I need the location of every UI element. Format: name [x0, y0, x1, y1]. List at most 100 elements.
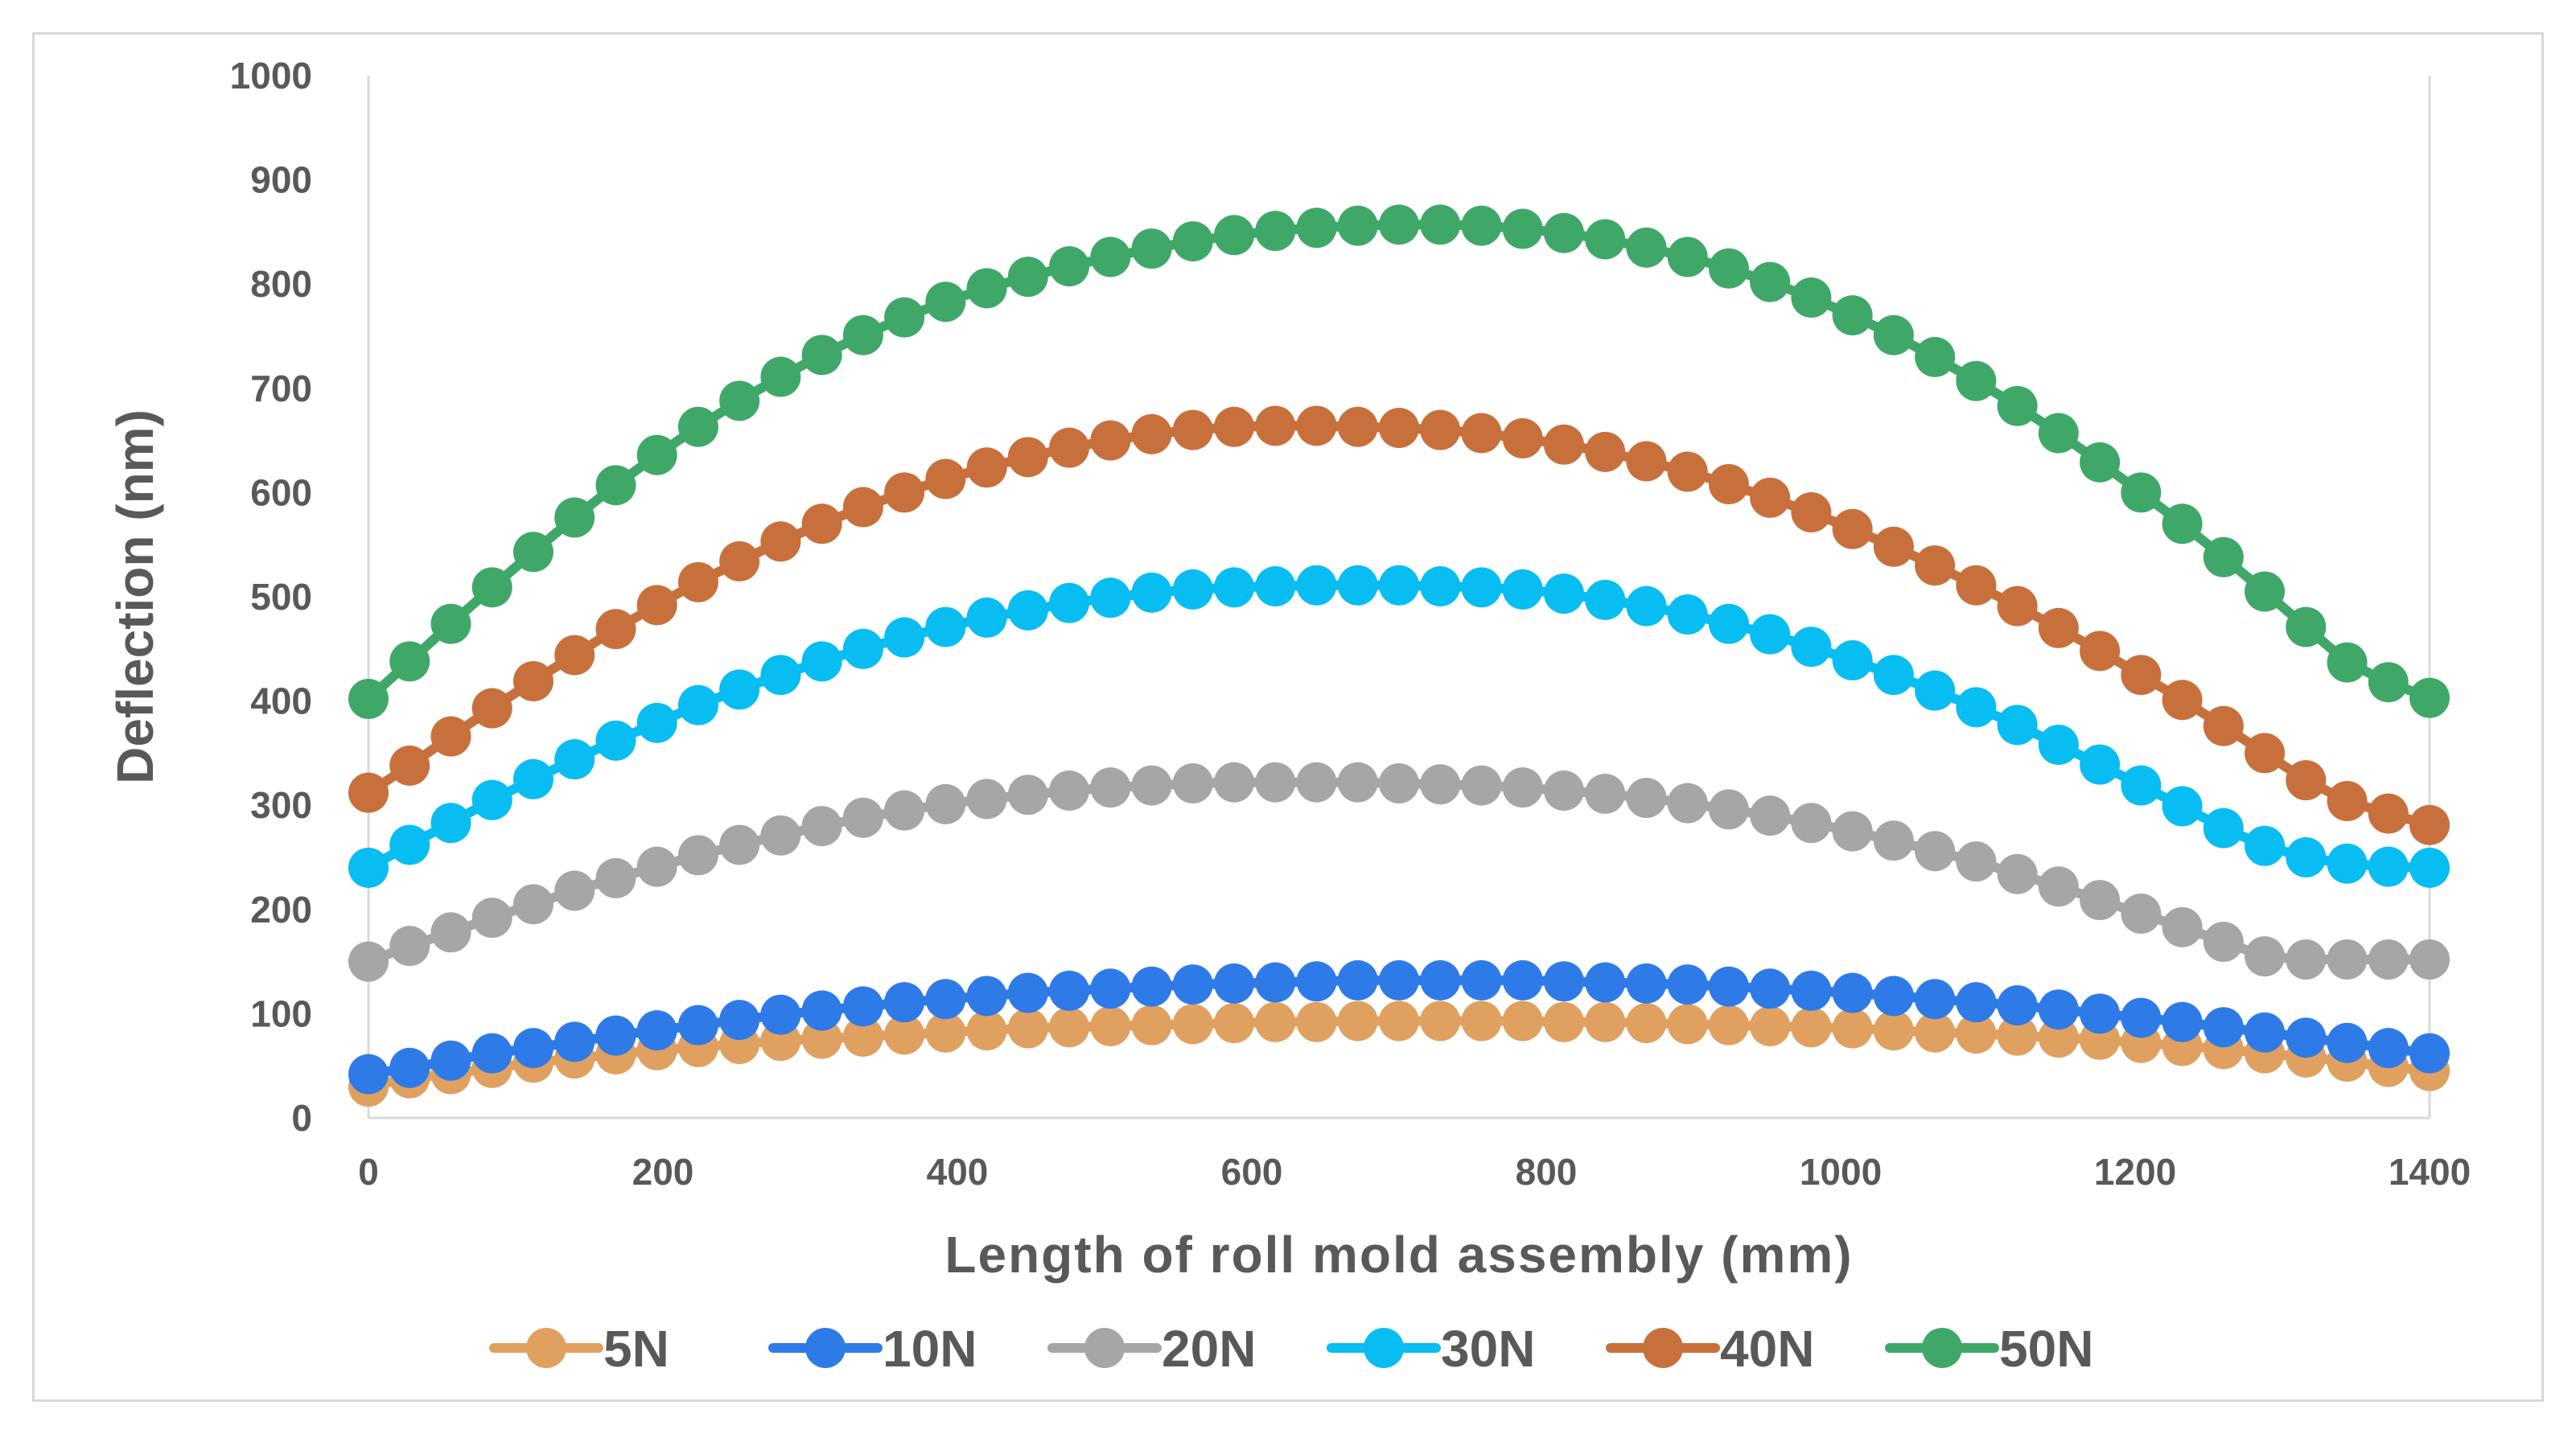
x-tick-label: 400 [927, 1151, 989, 1193]
data-point [554, 1021, 595, 1062]
data-point [389, 641, 430, 682]
data-point [1708, 603, 1749, 644]
legend-marker [1364, 1328, 1404, 1368]
data-point [801, 1018, 842, 1059]
data-point [2162, 1001, 2203, 1042]
data-point [1379, 762, 1419, 803]
data-point [1379, 959, 1419, 1001]
y-tick-label: 800 [250, 263, 312, 305]
data-point [925, 1012, 966, 1053]
data-point [1049, 582, 1090, 623]
data-point [554, 870, 595, 911]
data-point [1873, 1010, 1914, 1051]
x-tick-label: 200 [632, 1151, 694, 1193]
data-point [471, 688, 512, 729]
data-point [2038, 413, 2079, 454]
data-point [636, 585, 677, 626]
data-point [1750, 477, 1791, 518]
data-point [636, 1010, 677, 1051]
data-point [1750, 1005, 1791, 1046]
data-point [1214, 567, 1255, 608]
data-point [1296, 961, 1337, 1002]
data-point [1214, 1003, 1255, 1044]
series-20N [348, 762, 2450, 982]
data-point [842, 487, 883, 528]
data-point [1337, 205, 1378, 246]
data-point [2409, 677, 2450, 718]
data-point [1172, 569, 1213, 610]
data-point [1090, 767, 1131, 808]
data-point [2286, 606, 2327, 647]
data-point [801, 806, 842, 847]
data-point [1667, 594, 1708, 635]
data-point [430, 803, 471, 844]
data-point [719, 669, 760, 710]
data-point [1873, 526, 1914, 567]
data-point [2286, 837, 2327, 877]
data-point [1049, 246, 1090, 287]
data-point [430, 716, 471, 757]
data-point [1626, 1003, 1667, 1044]
data-point [2327, 642, 2368, 683]
data-point [512, 884, 553, 925]
data-point [1956, 360, 1997, 401]
data-point [884, 1014, 925, 1055]
data-point [1585, 773, 1626, 814]
data-point [1956, 841, 1997, 882]
data-point [1255, 211, 1296, 252]
data-point [1007, 590, 1048, 631]
data-point [1585, 431, 1626, 472]
data-point [1915, 336, 1956, 377]
data-point [2286, 939, 2327, 980]
data-point [2162, 906, 2203, 947]
data-point [1791, 492, 1832, 533]
data-point [1791, 970, 1832, 1011]
data-point [1832, 972, 1873, 1013]
data-point [2245, 571, 2286, 612]
data-point [1832, 811, 1873, 852]
data-point [925, 458, 966, 499]
data-point [1791, 1007, 1832, 1048]
data-point [801, 641, 842, 682]
data-point [1873, 314, 1914, 355]
data-point [430, 912, 471, 953]
y-tick-label: 0 [291, 1097, 312, 1139]
data-point [1750, 968, 1791, 1009]
data-point [636, 434, 677, 475]
data-point [1461, 1001, 1502, 1042]
legend-label: 30N [1441, 1320, 1535, 1378]
data-point [2286, 1017, 2327, 1058]
legend-marker [526, 1328, 566, 1368]
data-point [1626, 227, 1667, 268]
data-point [884, 790, 925, 831]
data-point [801, 990, 842, 1031]
y-tick-label: 1000 [230, 55, 312, 97]
legend: 5N 10N 20N 30N 40N 50N [489, 1320, 2093, 1378]
data-point [2162, 680, 2203, 721]
data-point [1791, 277, 1832, 318]
data-point [389, 824, 430, 865]
legend-marker [1643, 1328, 1683, 1368]
data-point [1007, 775, 1048, 816]
legend-item-40N: 40N [1606, 1320, 1814, 1378]
data-point [471, 1033, 512, 1074]
data-point [1214, 762, 1255, 803]
data-point [430, 1040, 471, 1081]
data-point [1750, 261, 1791, 302]
data-point [2080, 993, 2121, 1034]
data-point [1214, 963, 1255, 1004]
data-point [719, 380, 760, 421]
data-point [1461, 567, 1502, 608]
data-point [1997, 853, 2038, 894]
data-point [2409, 1033, 2450, 1074]
data-point [1379, 1001, 1419, 1042]
data-point [1461, 765, 1502, 806]
data-point [1667, 783, 1708, 824]
y-tick-label: 100 [250, 992, 312, 1034]
data-point [512, 660, 553, 701]
x-tick-label: 600 [1221, 1151, 1283, 1193]
data-point [1502, 767, 1543, 808]
y-tick-label: 300 [250, 784, 312, 826]
data-point [1543, 212, 1584, 253]
data-point [389, 926, 430, 967]
